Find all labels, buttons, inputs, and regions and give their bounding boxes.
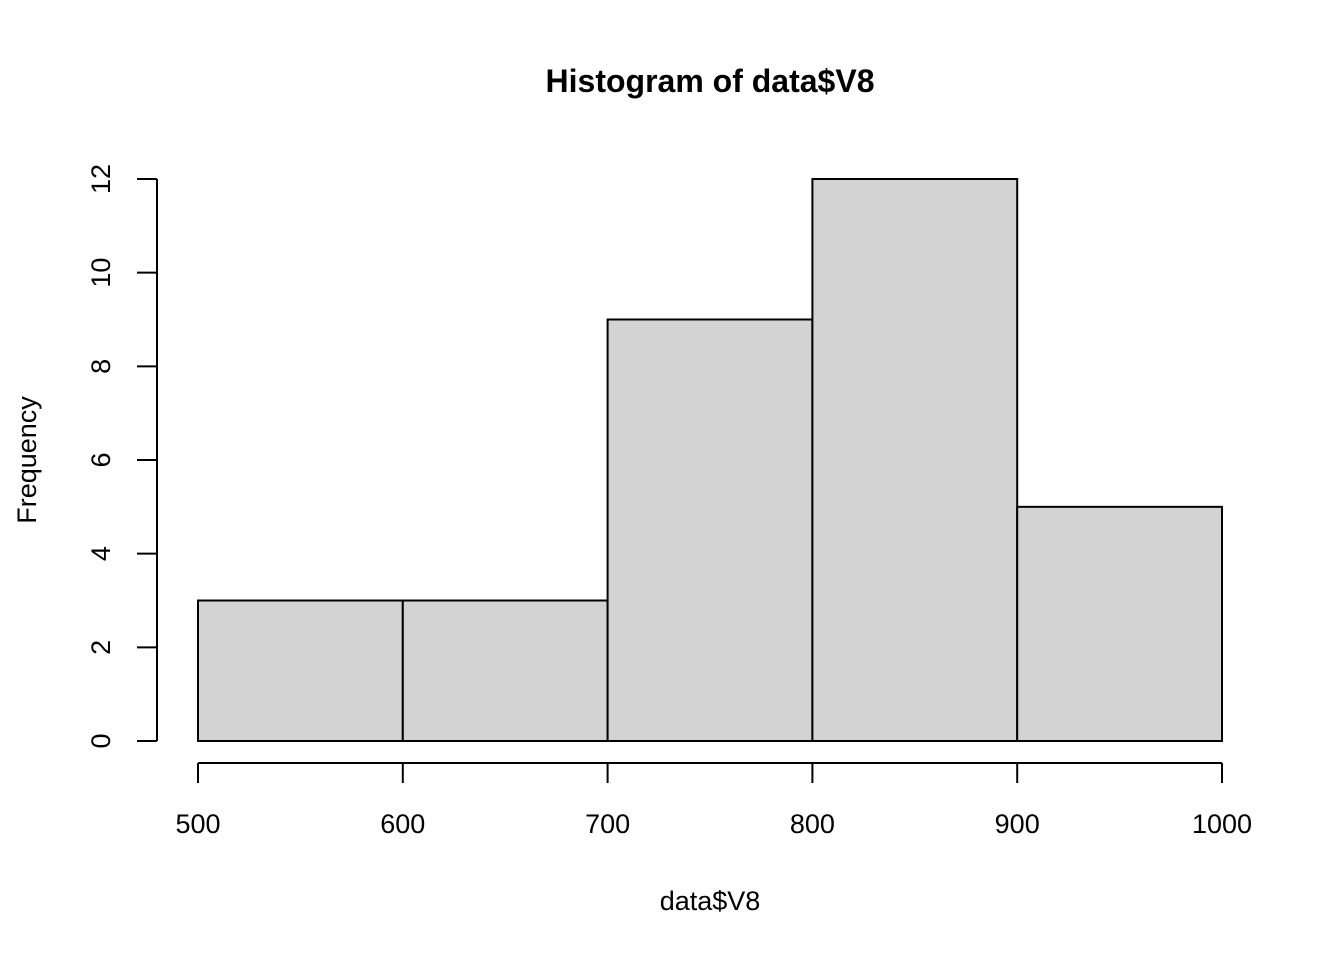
- x-tick-label-800: 800: [790, 809, 835, 839]
- x-tick-label-1000: 1000: [1192, 809, 1252, 839]
- histogram-bar-2: [401, 599, 609, 742]
- histogram-bar-3: [606, 318, 814, 742]
- histogram-bar-5: [1016, 505, 1224, 743]
- y-tick-label-4: 4: [86, 546, 116, 561]
- x-axis-label: data$V8: [660, 886, 761, 916]
- y-tick-label-8: 8: [86, 359, 116, 374]
- histogram-bar-1: [197, 599, 404, 742]
- y-axis-label: Frequency: [12, 396, 42, 524]
- y-tick-label-10: 10: [86, 258, 116, 288]
- x-tick-label-900: 900: [995, 809, 1040, 839]
- y-tick-label-2: 2: [86, 640, 116, 655]
- x-tick-label-600: 600: [380, 809, 425, 839]
- bars-group: [197, 178, 1224, 743]
- y-tick-label-6: 6: [86, 452, 116, 467]
- y-tick-label-12: 12: [86, 164, 116, 194]
- histogram-bar-4: [811, 178, 1019, 742]
- chart-title: Histogram of data$V8: [546, 63, 875, 99]
- y-tick-label-0: 0: [86, 733, 116, 748]
- y-axis: 0 2 4 6 8 10 12: [86, 164, 158, 749]
- x-axis: 500 600 700 800 900 1000: [175, 762, 1252, 839]
- x-tick-label-500: 500: [175, 809, 220, 839]
- x-tick-label-700: 700: [585, 809, 630, 839]
